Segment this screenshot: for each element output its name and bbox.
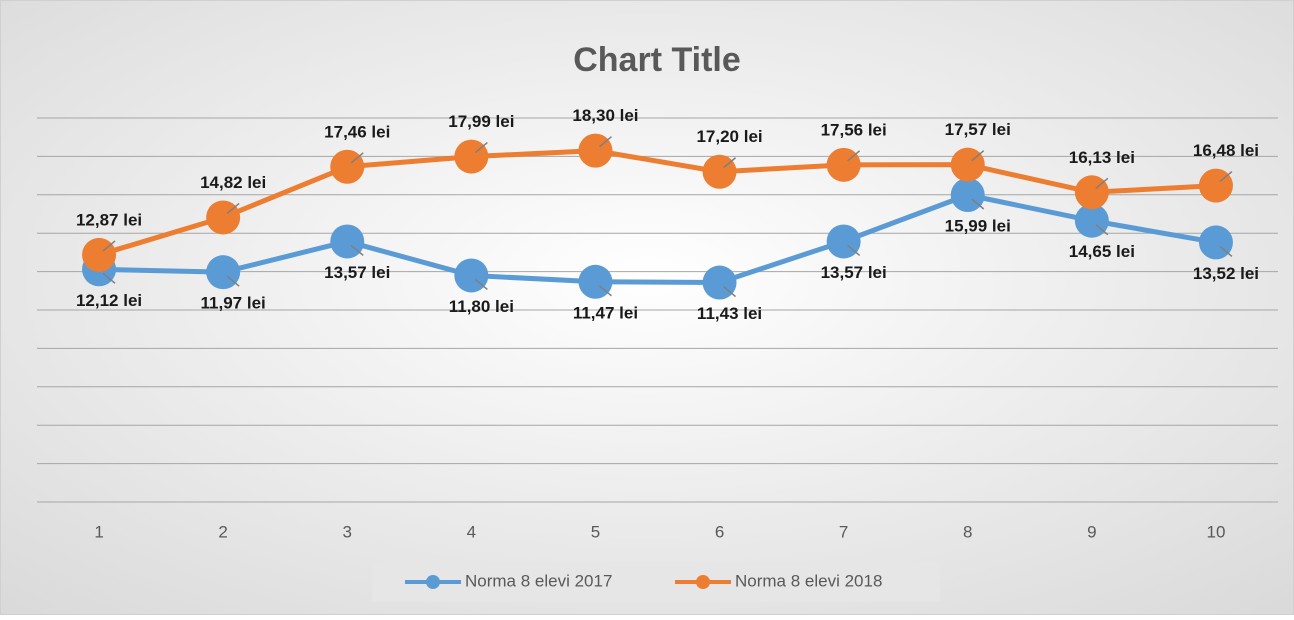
leader-line — [474, 142, 488, 154]
marker — [1074, 175, 1109, 210]
leader-line — [350, 152, 364, 164]
marker — [330, 224, 365, 259]
data-label: 17,20 lei — [696, 127, 762, 146]
data-label: 11,43 lei — [697, 304, 762, 323]
marker — [330, 149, 365, 184]
leader-line — [350, 244, 364, 257]
series-line — [98, 148, 1217, 258]
leader-line — [1219, 171, 1233, 183]
marker — [950, 177, 985, 212]
leader-line — [971, 198, 985, 210]
data-label: 11,80 lei — [449, 297, 514, 316]
data-label: 18,30 lei — [572, 106, 638, 125]
legend-label: Norma 8 elevi 2018 — [735, 571, 882, 590]
marker — [454, 139, 489, 174]
x-tick-label: 3 — [343, 522, 352, 541]
leader-line — [1095, 177, 1109, 189]
x-tick-label: 1 — [94, 522, 103, 541]
x-tick-label: 7 — [839, 522, 848, 541]
leader-line — [1219, 245, 1233, 257]
data-label: 13,52 lei — [1193, 264, 1259, 283]
data-label: 17,46 lei — [324, 122, 390, 141]
data-label: 17,56 lei — [821, 120, 887, 139]
marker — [206, 255, 241, 290]
leader-line — [226, 202, 240, 215]
x-tick-label: 9 — [1087, 522, 1096, 541]
leader-line — [598, 285, 612, 297]
leader-line — [723, 285, 737, 298]
data-label: 11,97 lei — [201, 294, 266, 313]
x-tick-label: 10 — [1206, 522, 1225, 541]
legend-marker — [426, 575, 440, 589]
data-label: 14,65 lei — [1069, 242, 1135, 261]
data-label: 14,82 lei — [200, 173, 266, 192]
leader-line — [474, 278, 488, 291]
data-label: 13,57 lei — [324, 263, 390, 282]
marker — [950, 147, 985, 182]
x-tick-label: 6 — [715, 522, 724, 541]
data-label: 13,57 lei — [821, 263, 887, 282]
data-label: 15,99 lei — [945, 216, 1011, 235]
marker — [206, 200, 241, 235]
marker — [578, 264, 613, 299]
legend-marker — [696, 575, 710, 589]
x-tick-label: 2 — [218, 522, 227, 541]
data-label: 16,48 lei — [1193, 141, 1259, 160]
chart-title: Chart Title — [573, 41, 741, 79]
marker — [578, 133, 613, 168]
marker — [1198, 168, 1233, 203]
data-label: 16,13 lei — [1069, 148, 1135, 167]
marker — [1198, 225, 1233, 260]
leader-line — [847, 150, 861, 162]
leader-line — [226, 275, 240, 287]
leader-line — [723, 157, 737, 169]
x-tick-label: 8 — [963, 522, 972, 541]
marker — [454, 258, 489, 293]
data-label: 17,57 lei — [945, 120, 1011, 139]
series-line — [98, 192, 1217, 286]
x-tick-label: 4 — [467, 522, 476, 541]
x-tick-label: 5 — [591, 522, 600, 541]
leader-line — [102, 240, 116, 252]
marker — [826, 147, 861, 182]
leader-line — [598, 136, 612, 148]
data-label: 12,12 lei — [76, 291, 142, 310]
legend-label: Norma 8 elevi 2017 — [465, 571, 612, 590]
leader-line — [102, 272, 116, 284]
leader-line — [847, 244, 861, 257]
marker — [826, 224, 861, 259]
data-label: 12,87 lei — [76, 210, 142, 229]
legend — [372, 562, 940, 602]
marker — [702, 265, 737, 300]
leader-line — [1095, 224, 1109, 236]
marker — [82, 237, 117, 272]
marker — [702, 154, 737, 189]
data-label: 17,99 lei — [448, 112, 514, 131]
leader-line — [971, 150, 985, 162]
data-label: 11,47 lei — [573, 303, 638, 322]
